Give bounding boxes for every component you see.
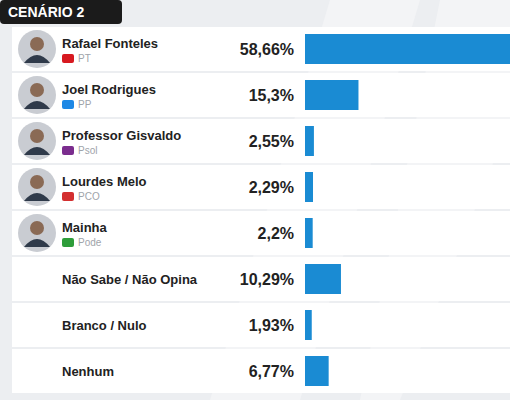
data-label: 58,66% (240, 41, 294, 58)
data-label: 15,3% (249, 87, 294, 104)
data-label: 1,93% (249, 317, 294, 334)
data-label: 2,55% (249, 133, 294, 150)
category-label: Mainha (62, 220, 108, 235)
bars (305, 34, 510, 386)
category-label: Branco / Nulo (62, 318, 147, 333)
bar (305, 80, 358, 110)
row-bg (12, 73, 510, 117)
category-label: Professor Gisvaldo (62, 128, 181, 143)
category-label: Rafael Fonteles (62, 36, 158, 51)
bar (305, 34, 510, 64)
party-label: Pode (78, 237, 102, 248)
chart: CENÁRIO 2 PT Rafael Fonteles 58,66% PP Joel R… (0, 0, 510, 400)
bar (305, 126, 314, 156)
photo-body (24, 239, 50, 247)
photo (18, 76, 56, 114)
row-bg (12, 119, 510, 163)
category-label: Lourdes Melo (62, 174, 147, 189)
photo-head (30, 37, 44, 51)
row-bg (12, 27, 510, 71)
bar (305, 172, 313, 202)
party-label: Psol (78, 145, 97, 156)
bar (305, 264, 341, 294)
title-tab (0, 0, 122, 24)
photo (18, 122, 56, 160)
category-label: Não Sabe / Não Opina (62, 272, 198, 287)
data-label: 2,2% (258, 225, 294, 242)
photo-head (30, 221, 44, 235)
row-bg (12, 165, 510, 209)
photo (18, 168, 56, 206)
photo (18, 30, 56, 68)
party-icon (62, 54, 74, 63)
photo-body (24, 193, 50, 201)
data-label: 2,29% (249, 179, 294, 196)
photo-head (30, 129, 44, 143)
bar (305, 356, 329, 386)
title: CENÁRIO 2 (8, 4, 84, 20)
data-label: 10,29% (240, 271, 294, 288)
party-icon (62, 146, 74, 155)
row-bg (12, 349, 510, 393)
party-label: PT (78, 53, 91, 64)
party-label: PP (78, 99, 92, 110)
photo (18, 214, 56, 252)
party-icon (62, 192, 74, 201)
bar (305, 218, 313, 248)
row-bg (12, 303, 510, 347)
data-label: 6,77% (249, 363, 294, 380)
row-bg (12, 257, 510, 301)
bar (305, 310, 312, 340)
party-icon (62, 100, 74, 109)
party-icon (62, 238, 74, 247)
party-label: PCO (78, 191, 100, 202)
row-bg (12, 211, 510, 255)
category-label: Nenhum (62, 364, 114, 379)
photo-body (24, 147, 50, 155)
photo-head (30, 175, 44, 189)
rows: PT Rafael Fonteles 58,66% PP Joel Rodrigues 1… (12, 27, 510, 393)
category-label: Joel Rodrigues (62, 82, 156, 97)
photo-body (24, 101, 50, 109)
photo-body (24, 55, 50, 63)
photo-head (30, 83, 44, 97)
